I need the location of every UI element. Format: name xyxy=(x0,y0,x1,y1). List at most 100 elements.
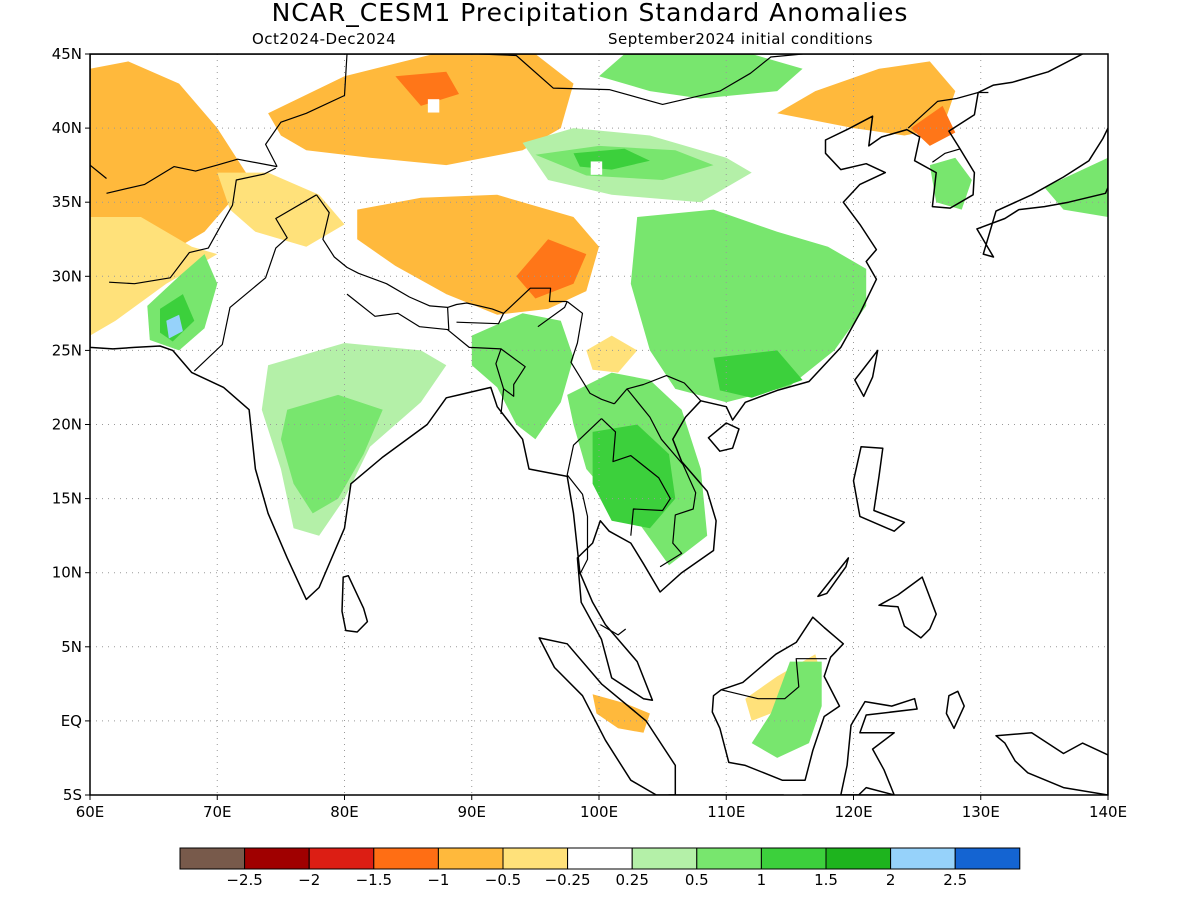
border-7 xyxy=(447,329,505,415)
legend-swatch xyxy=(631,847,698,870)
lat-tick-label: 5N xyxy=(61,638,82,656)
coastline-10 xyxy=(707,422,740,452)
border-17 xyxy=(599,624,627,636)
mask-cell-0 xyxy=(427,99,440,113)
lon-tick-label: 110E xyxy=(707,803,745,821)
coastline-8 xyxy=(817,557,850,598)
coastline-1 xyxy=(341,574,369,633)
legend-label: −2.5 xyxy=(226,871,262,889)
anomaly-region-3 xyxy=(395,71,459,106)
border-18 xyxy=(721,658,827,700)
mask-cell-1 xyxy=(590,161,603,175)
legend-label: −1 xyxy=(427,871,449,889)
legend-label: 1 xyxy=(757,871,767,889)
anomaly-region-9 xyxy=(586,335,638,373)
lat-tick-label: 40N xyxy=(52,119,82,137)
border-10 xyxy=(566,301,615,405)
lat-tick-label: 5S xyxy=(63,786,82,804)
lon-tick-label: 80E xyxy=(330,803,359,821)
border-2 xyxy=(106,158,278,194)
coastline-11 xyxy=(976,127,1108,258)
legend-swatch xyxy=(954,847,1021,870)
legend-swatch xyxy=(825,847,892,870)
anomaly-region-17 xyxy=(713,350,803,398)
lon-tick-label: 90E xyxy=(457,803,486,821)
anomaly-region-5 xyxy=(516,239,587,299)
border-19 xyxy=(907,91,989,129)
anomaly-region-1 xyxy=(90,217,218,336)
anomaly-region-26 xyxy=(929,157,972,210)
legend-label: −0.25 xyxy=(545,871,591,889)
anomaly-region-13 xyxy=(599,54,803,99)
legend-swatch xyxy=(179,847,246,870)
legend-swatch xyxy=(308,847,375,870)
anomaly-region-11 xyxy=(592,694,650,733)
border-12 xyxy=(566,418,602,575)
legend-swatch xyxy=(890,847,956,870)
legend-label: 2 xyxy=(886,871,896,889)
anomaly-region-19 xyxy=(592,424,676,529)
border-20 xyxy=(932,148,961,163)
lat-tick-label: 20N xyxy=(52,416,82,434)
anomaly-region-20 xyxy=(471,313,574,440)
lat-tick-label: 10N xyxy=(52,564,82,582)
lat-tick-label: 35N xyxy=(52,193,82,211)
border-15 xyxy=(265,54,348,167)
legend-swatch xyxy=(437,847,504,870)
anomaly-region-6 xyxy=(217,172,345,247)
legend-label: 1.5 xyxy=(814,871,838,889)
anomaly-region-7 xyxy=(777,61,956,136)
lon-tick-label: 130E xyxy=(962,803,1000,821)
anomaly-region-8 xyxy=(910,105,956,146)
anomaly-region-25 xyxy=(166,314,183,339)
coastline-9 xyxy=(854,349,879,398)
coastline-7 xyxy=(878,576,937,639)
legend-label: 0.5 xyxy=(685,871,709,889)
lon-tick-label: 140E xyxy=(1089,803,1127,821)
border-3 xyxy=(90,164,107,179)
anomaly-region-2 xyxy=(268,54,574,166)
coastline-12 xyxy=(995,732,1108,795)
lon-tick-label: 100E xyxy=(580,803,618,821)
coastline-6 xyxy=(852,445,906,532)
legend-swatch xyxy=(502,847,569,870)
coastline-13 xyxy=(945,690,965,730)
border-13 xyxy=(601,418,671,536)
border-9 xyxy=(537,301,568,328)
legend-label: −1.5 xyxy=(356,871,392,889)
lat-tick-label: 30N xyxy=(52,267,82,285)
legend-swatch xyxy=(696,847,762,870)
border-4 xyxy=(316,194,568,314)
border-0 xyxy=(193,194,317,372)
legend-label: 0.25 xyxy=(615,871,648,889)
coastline-4 xyxy=(711,616,845,781)
forecast-period: Oct2024-Dec2024 xyxy=(252,30,397,48)
lat-tick-label: 45N xyxy=(52,45,82,63)
lat-tick-label: EQ xyxy=(61,712,82,730)
lon-tick-label: 120E xyxy=(834,803,872,821)
border-6 xyxy=(456,313,505,325)
mask-cell-2 xyxy=(348,54,361,69)
coastline-5 xyxy=(840,697,918,795)
lat-tick-label: 25N xyxy=(52,341,82,359)
border-1 xyxy=(109,167,277,285)
border-14 xyxy=(626,388,697,568)
legend-swatch xyxy=(567,847,633,870)
legend-label: 2.5 xyxy=(943,871,967,889)
lon-tick-label: 70E xyxy=(203,803,232,821)
legend-label: −0.5 xyxy=(485,871,521,889)
anomaly-region-27 xyxy=(751,661,822,758)
initial-conditions: September2024 initial conditions xyxy=(608,30,874,48)
border-5 xyxy=(346,293,450,331)
coastline-2 xyxy=(538,637,677,795)
country-borders xyxy=(90,54,989,700)
border-8 xyxy=(500,348,526,397)
border-11 xyxy=(613,375,702,405)
legend-label: −2 xyxy=(298,871,320,889)
legend-swatch xyxy=(373,847,439,870)
legend-swatch xyxy=(244,847,310,870)
map-title: NCAR_CESM1 Precipitation Standard Anomal… xyxy=(271,0,909,27)
lat-tick-label: 15N xyxy=(52,490,82,508)
